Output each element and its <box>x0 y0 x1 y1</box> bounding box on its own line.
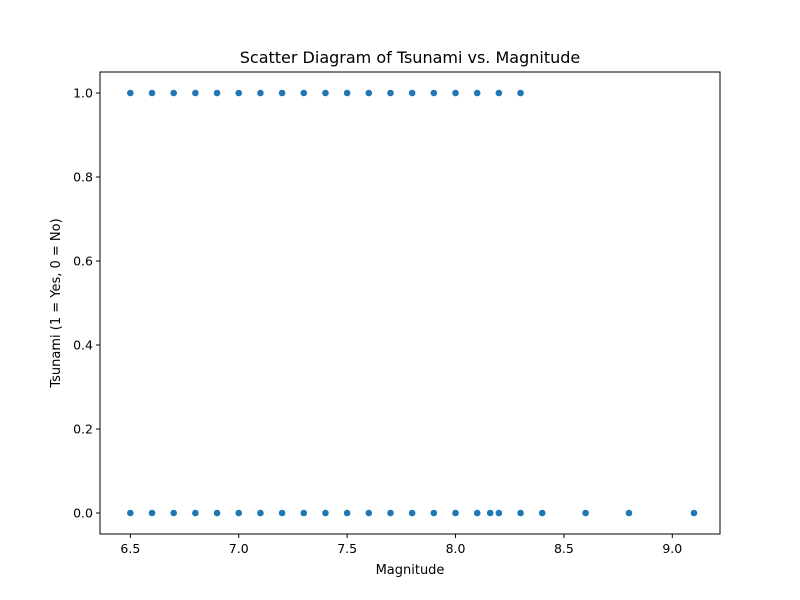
x-tick-label: 8.0 <box>446 541 466 556</box>
scatter-point <box>191 89 200 97</box>
plot-area <box>99 71 721 535</box>
y-tick-label: 0.8 <box>73 170 93 185</box>
y-tick-label: 0.2 <box>73 422 93 437</box>
scatter-point <box>278 89 286 97</box>
scatter-point <box>429 89 438 97</box>
scatter-point <box>278 509 286 517</box>
scatter-point <box>213 509 221 517</box>
scatter-point <box>126 509 135 517</box>
x-axis-label: Magnitude <box>376 563 445 578</box>
scatter-point <box>451 89 460 97</box>
scatter-point <box>256 89 265 97</box>
y-axis-ticks: 0.0 0.2 0.4 0.6 0.8 1.0 <box>73 86 100 521</box>
x-tick-label: 8.5 <box>554 541 574 556</box>
scatter-point <box>625 509 633 517</box>
scatter-point <box>299 509 308 517</box>
scatter-point <box>343 89 352 97</box>
scatter-point <box>299 89 308 97</box>
x-tick-label: 7.0 <box>229 541 249 556</box>
x-axis-ticks: 6.5 7.0 7.5 8.0 8.5 9.0 <box>120 534 682 556</box>
scatter-point <box>256 509 265 517</box>
x-tick-label: 9.0 <box>662 541 682 556</box>
y-tick-label: 0.4 <box>73 338 93 353</box>
scatter-point <box>386 89 395 97</box>
scatter-point <box>191 509 200 517</box>
scatter-point <box>451 509 460 517</box>
scatter-point <box>516 509 525 517</box>
y-tick-label: 0.0 <box>73 506 93 521</box>
scatter-point <box>321 89 330 97</box>
scatter-point <box>386 509 395 517</box>
scatter-point <box>473 509 482 517</box>
scatter-point <box>473 89 482 97</box>
scatter-point <box>169 89 178 97</box>
scatter-point <box>126 89 135 97</box>
scatter-point <box>169 509 178 517</box>
scatter-point <box>408 89 417 97</box>
scatter-point <box>408 509 417 517</box>
scatter-point <box>148 89 156 97</box>
x-tick-label: 6.5 <box>120 541 140 556</box>
scatter-point <box>234 509 243 517</box>
scatter-point <box>364 89 373 97</box>
scatter-point <box>494 509 503 517</box>
scatter-point <box>234 89 243 97</box>
scatter-point <box>494 89 503 97</box>
x-tick-label: 7.5 <box>337 541 357 556</box>
scatter-point <box>343 509 352 517</box>
scatter-point <box>429 509 438 517</box>
scatter-point <box>581 509 590 517</box>
axes-frame <box>99 71 721 535</box>
scatter-point <box>321 509 330 517</box>
y-axis-label: Tsunami (1 = Yes, 0 = No) <box>49 218 64 388</box>
scatter-point <box>148 509 156 517</box>
scatter-point <box>690 509 698 517</box>
chart-title: Scatter Diagram of Tsunami vs. Magnitude <box>240 48 581 67</box>
data-points <box>126 89 698 517</box>
y-tick-label: 0.6 <box>73 254 93 269</box>
scatter-point <box>364 509 373 517</box>
scatter-point <box>516 89 525 97</box>
scatter-point <box>486 509 495 517</box>
y-tick-label: 1.0 <box>73 86 93 101</box>
scatter-point <box>213 89 221 97</box>
scatter-point <box>538 509 547 517</box>
